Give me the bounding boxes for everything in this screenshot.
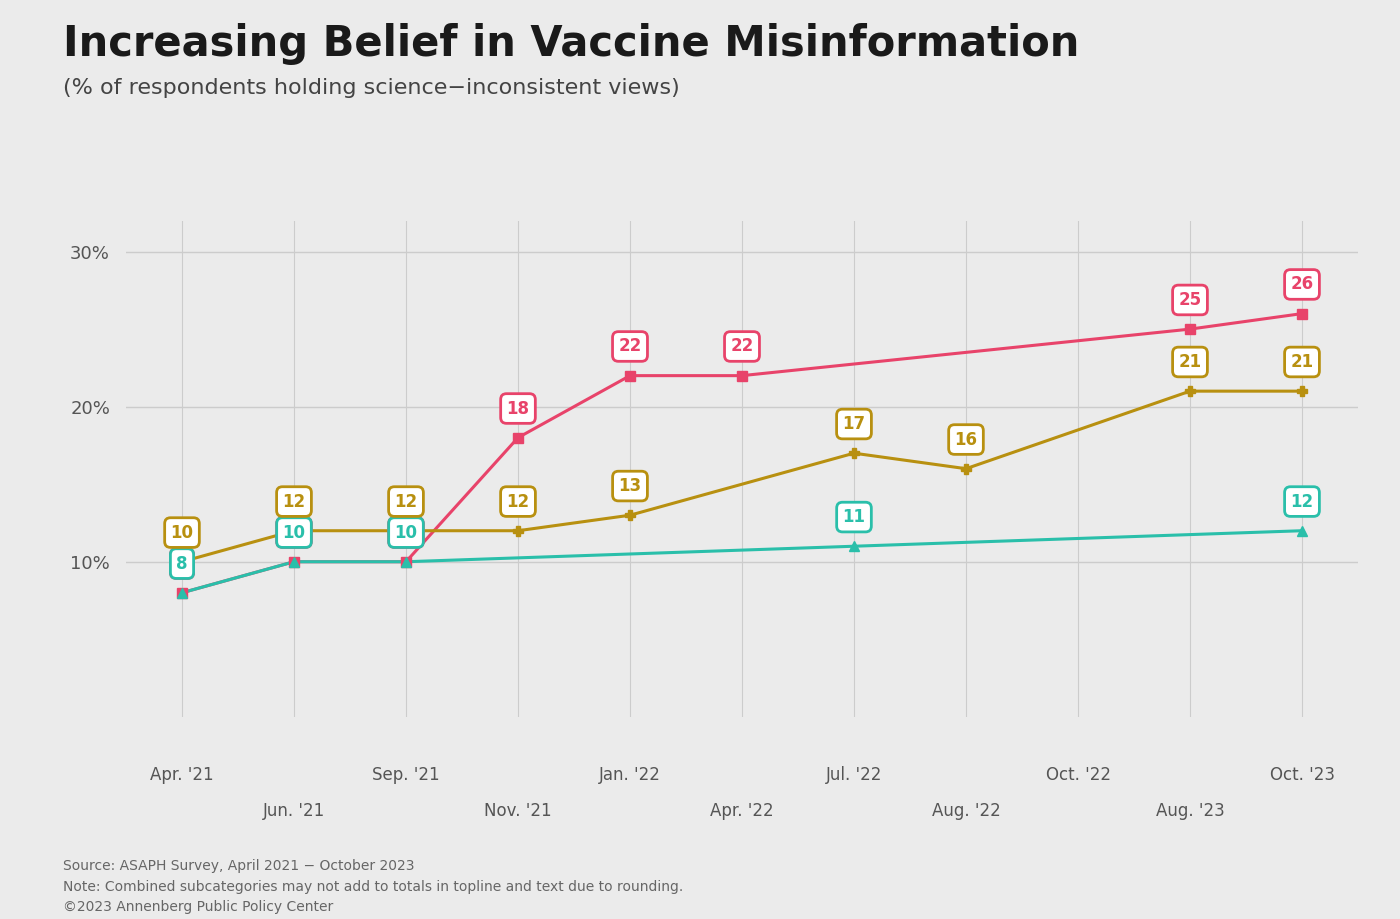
Text: Jul. '22: Jul. '22	[826, 766, 882, 785]
Text: 10: 10	[395, 524, 417, 541]
Text: Jan. '22: Jan. '22	[599, 766, 661, 785]
Text: 8: 8	[176, 554, 188, 573]
Text: 8: 8	[176, 554, 188, 573]
Text: 22: 22	[731, 337, 753, 356]
Text: Apr. '21: Apr. '21	[150, 766, 214, 785]
Text: 11: 11	[843, 508, 865, 526]
Text: Jun. '21: Jun. '21	[263, 802, 325, 820]
Text: 26: 26	[1291, 276, 1313, 293]
Text: 16: 16	[955, 430, 977, 448]
Text: Oct. '22: Oct. '22	[1046, 766, 1110, 785]
Text: 25: 25	[1179, 291, 1201, 309]
Text: 21: 21	[1179, 353, 1201, 371]
Text: 17: 17	[843, 415, 865, 433]
Text: 10: 10	[283, 524, 305, 541]
Text: Aug. '23: Aug. '23	[1155, 802, 1225, 820]
Text: Sep. '21: Sep. '21	[372, 766, 440, 785]
Text: 18: 18	[507, 400, 529, 417]
Text: Nov. '21: Nov. '21	[484, 802, 552, 820]
Text: Oct. '23: Oct. '23	[1270, 766, 1334, 785]
Text: Increasing Belief in Vaccine Misinformation: Increasing Belief in Vaccine Misinformat…	[63, 23, 1079, 65]
Text: 10: 10	[283, 524, 305, 541]
Text: Apr. '22: Apr. '22	[710, 802, 774, 820]
Text: 22: 22	[619, 337, 641, 356]
Text: (% of respondents holding science−inconsistent views): (% of respondents holding science−incons…	[63, 78, 680, 98]
Text: 12: 12	[283, 493, 305, 511]
Text: Aug. '22: Aug. '22	[931, 802, 1001, 820]
Text: 12: 12	[395, 493, 417, 511]
Text: 13: 13	[619, 477, 641, 495]
Text: Source: ASAPH Survey, April 2021 − October 2023
Note: Combined subcategories may: Source: ASAPH Survey, April 2021 − Octob…	[63, 859, 683, 914]
Text: 21: 21	[1291, 353, 1313, 371]
Text: 12: 12	[507, 493, 529, 511]
Text: 10: 10	[395, 524, 417, 541]
Text: 10: 10	[171, 524, 193, 541]
Text: 12: 12	[1291, 493, 1313, 511]
